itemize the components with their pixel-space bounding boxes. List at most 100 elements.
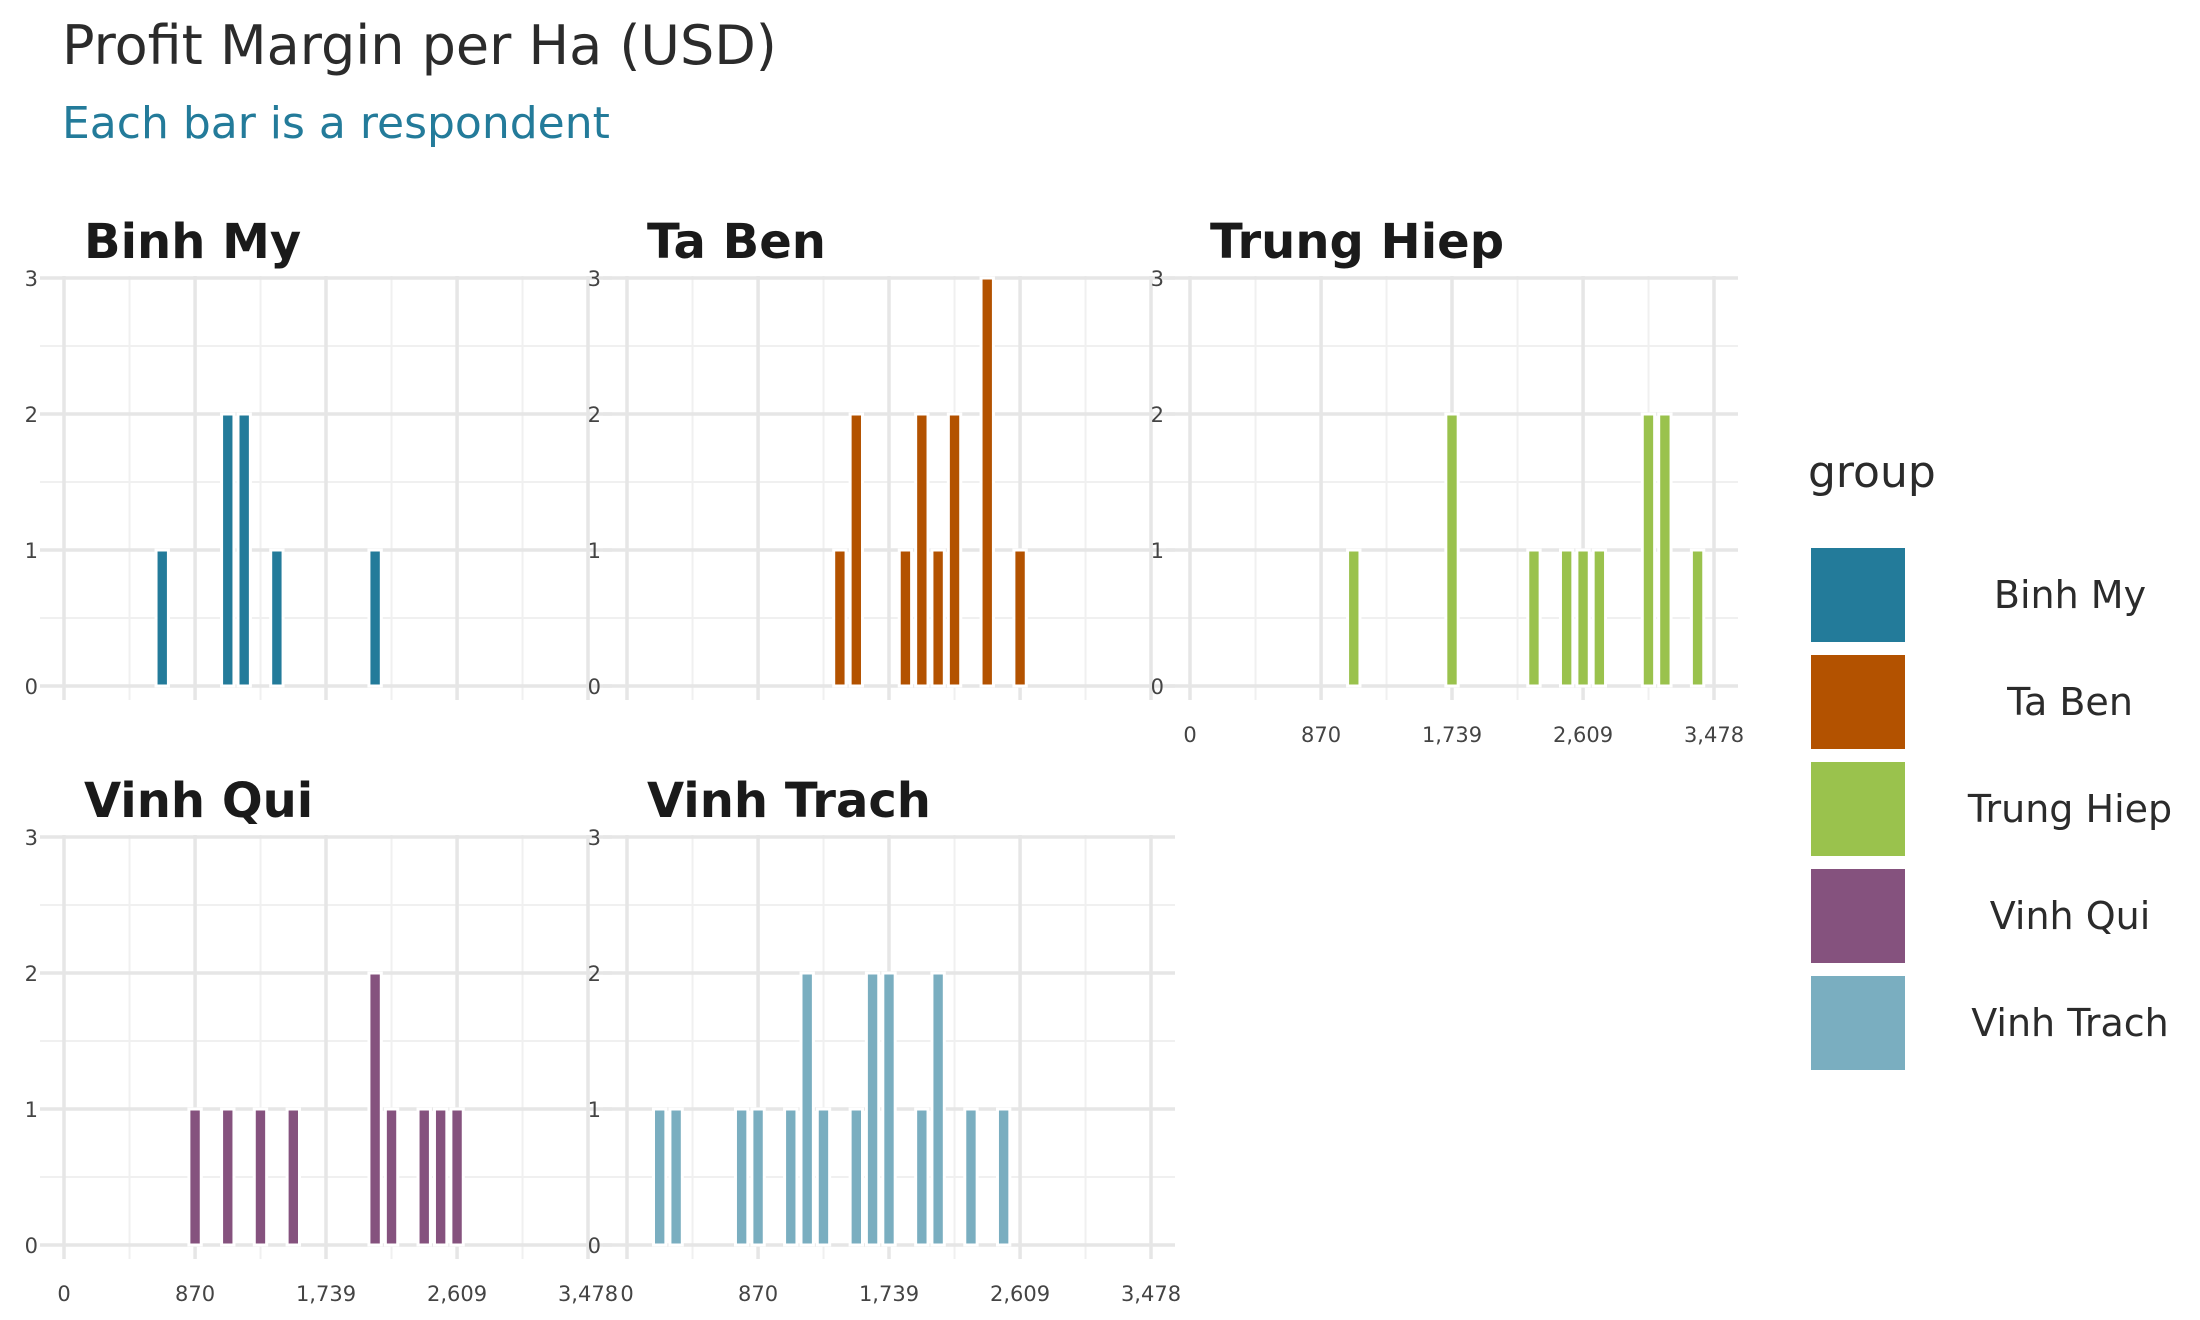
panel-title: Trung Hiep xyxy=(1210,214,1504,270)
x-tick-label: 1,739 xyxy=(296,1282,356,1306)
histogram-bar xyxy=(1689,548,1706,688)
histogram-bar xyxy=(1526,548,1542,688)
facet-panel: Binh My 0 1 2 3 xyxy=(25,214,612,700)
x-tick-label: 870 xyxy=(1301,723,1341,747)
histogram-bar xyxy=(1657,412,1673,688)
y-tick-label: 0 xyxy=(25,1234,38,1258)
y-tick-label: 2 xyxy=(588,962,601,986)
legend-label: Ta Ben xyxy=(2006,680,2133,724)
x-tick-label: 870 xyxy=(175,1282,215,1306)
legend-swatch xyxy=(1811,869,1905,963)
histogram-bar xyxy=(416,1107,432,1247)
histogram-bar xyxy=(897,548,914,688)
legend-label: Vinh Qui xyxy=(1990,894,2151,938)
histogram-bar xyxy=(815,1107,832,1247)
histogram-bar xyxy=(848,412,864,688)
histogram-bar xyxy=(1012,548,1028,688)
histogram-bar xyxy=(783,1107,799,1247)
histogram-bar xyxy=(995,1107,1012,1247)
y-tick-label: 2 xyxy=(1151,403,1164,427)
histogram-bar xyxy=(220,412,236,688)
y-tick-label: 0 xyxy=(588,675,601,699)
legend-swatch xyxy=(1811,976,1905,1070)
chart-title: Profit Margin per Ha (USD) xyxy=(62,14,777,77)
legend-label: Binh My xyxy=(1994,573,2146,617)
histogram-bar xyxy=(881,971,897,1247)
histogram-bar xyxy=(1591,548,1608,688)
histogram-bar xyxy=(449,1107,465,1247)
x-tick-label: 0 xyxy=(620,1282,633,1306)
histogram-bar xyxy=(963,1107,979,1247)
histogram-bar xyxy=(1444,412,1460,688)
y-tick-label: 0 xyxy=(25,675,38,699)
histogram-bar xyxy=(285,1107,301,1247)
histogram-bar xyxy=(154,548,170,688)
x-tick-label: 0 xyxy=(1183,723,1196,747)
histogram-bar xyxy=(750,1107,766,1247)
x-tick-label: 2,609 xyxy=(427,1282,487,1306)
x-tick-label: 1,739 xyxy=(859,1282,919,1306)
histogram-bar xyxy=(1558,548,1575,688)
legend: group Binh My Ta Ben Trung Hiep Vinh Qui Vin… xyxy=(1808,447,2172,1070)
histogram-bar xyxy=(799,971,815,1247)
y-tick-label: 3 xyxy=(588,826,601,850)
y-tick-label: 2 xyxy=(25,962,38,986)
histogram-bar xyxy=(187,1107,203,1247)
histogram-bar xyxy=(252,1107,269,1247)
y-tick-label: 0 xyxy=(588,1234,601,1258)
y-tick-label: 0 xyxy=(1151,675,1164,699)
histogram-bar xyxy=(367,548,383,688)
panel-title: Vinh Qui xyxy=(84,773,313,829)
histogram-bar xyxy=(930,971,946,1247)
legend-swatch xyxy=(1811,548,1905,642)
legend-swatch xyxy=(1811,655,1905,749)
x-tick-label: 2,609 xyxy=(990,1282,1050,1306)
histogram-bar xyxy=(652,1107,668,1247)
legend-swatch xyxy=(1811,762,1905,856)
histogram-bar xyxy=(914,1107,930,1247)
histogram-bar xyxy=(668,1107,684,1247)
x-tick-label: 3,478 xyxy=(1121,1282,1181,1306)
y-tick-label: 3 xyxy=(1151,267,1164,291)
y-tick-label: 2 xyxy=(588,403,601,427)
x-tick-label: 3,478 xyxy=(1684,723,1744,747)
panel-title: Ta Ben xyxy=(647,214,826,270)
histogram-bar xyxy=(367,971,383,1247)
facet-panels: Binh My 0 1 2 3 Ta Ben 0 1 2 3 Trung Hiep 0 1 2 3 0 870 1… xyxy=(25,214,1744,1306)
histogram-bar xyxy=(832,548,848,688)
histogram-bar xyxy=(979,276,995,688)
x-tick-label: 1,739 xyxy=(1422,723,1482,747)
legend-label: Trung Hiep xyxy=(1967,787,2172,831)
y-tick-label: 1 xyxy=(1151,539,1164,563)
y-tick-label: 1 xyxy=(588,1098,601,1122)
legend-label: Vinh Trach xyxy=(1971,1001,2168,1045)
y-tick-label: 1 xyxy=(588,539,601,563)
histogram-bar xyxy=(1575,548,1591,688)
facet-panel: Vinh Qui 0 1 2 3 0 870 1,739 2,609 3,478 xyxy=(25,773,618,1306)
panel-title: Vinh Trach xyxy=(647,773,931,829)
y-tick-label: 3 xyxy=(25,826,38,850)
histogram-bar xyxy=(432,1107,449,1247)
facet-panel: Trung Hiep 0 1 2 3 0 870 1,739 2,609 3,478 xyxy=(1151,214,1744,747)
x-tick-label: 2,609 xyxy=(1553,723,1613,747)
histogram-bar xyxy=(383,1107,400,1247)
x-tick-label: 870 xyxy=(738,1282,778,1306)
histogram-bar xyxy=(946,412,963,688)
histogram-bar xyxy=(220,1107,236,1247)
legend-title: group xyxy=(1808,447,1936,498)
y-tick-label: 2 xyxy=(25,403,38,427)
histogram-bar xyxy=(914,412,930,688)
histogram-bar xyxy=(864,971,881,1247)
x-tick-label: 3,478 xyxy=(558,1282,618,1306)
histogram-bar xyxy=(733,1107,750,1247)
y-tick-label: 3 xyxy=(25,267,38,291)
histogram-bar xyxy=(1346,548,1362,688)
facet-panel: Ta Ben 0 1 2 3 xyxy=(588,214,1175,700)
panel-title: Binh My xyxy=(84,214,301,270)
chart-subtitle: Each bar is a respondent xyxy=(62,98,610,149)
y-tick-label: 1 xyxy=(25,1098,38,1122)
histogram-bar xyxy=(269,548,285,688)
facet-panel: Vinh Trach 0 1 2 3 0 870 1,739 2,609 3,478 xyxy=(588,773,1181,1306)
histogram-bar xyxy=(848,1107,864,1247)
